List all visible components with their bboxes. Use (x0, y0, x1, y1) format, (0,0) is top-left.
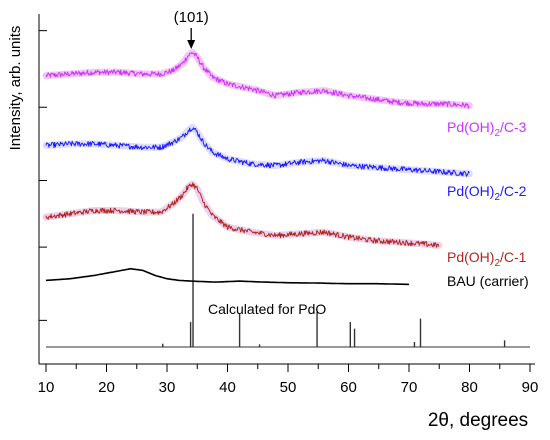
series-halo-2 (42, 124, 473, 178)
reference-label: Calculated for PdO (208, 301, 326, 317)
series-label-1: Pd(OH)2/C-3 (447, 119, 527, 139)
x-tick-label-70: 70 (401, 379, 418, 396)
data-curves (45, 52, 470, 286)
axis-ticks: 10 20 30 40 50 60 70 80 90 (38, 30, 539, 396)
curve-halos (42, 49, 473, 249)
x-tick-label-40: 40 (219, 379, 236, 396)
series-line-2 (45, 127, 470, 177)
x-tick-label-30: 30 (159, 379, 176, 396)
x-tick-label-60: 60 (340, 379, 357, 396)
y-axis-label: Intensity, arb. units (7, 26, 24, 151)
series-label-3: Pd(OH)2/C-1 (447, 249, 527, 269)
x-tick-label-50: 50 (280, 379, 297, 396)
annotation-arrow-head (187, 40, 196, 49)
series-line-4 (45, 267, 410, 286)
x-tick-label-20: 20 (98, 379, 115, 396)
series-line-1 (45, 52, 470, 109)
series-labels: Pd(OH)2/C-3 Pd(OH)2/C-2 Pd(OH)2/C-1 BAU (ca… (208, 119, 529, 317)
x-tick-label-90: 90 (522, 379, 539, 396)
x-tick-label-80: 80 (461, 379, 478, 396)
series-label-4: BAU (carrier) (447, 273, 529, 289)
series-line-3 (45, 182, 440, 248)
x-axis-label: 2θ, degrees (428, 410, 528, 431)
series-halo-3 (42, 180, 443, 249)
annotation-101: (101) (174, 9, 209, 26)
x-tick-label-10: 10 (38, 379, 55, 396)
series-label-2: Pd(OH)2/C-2 (447, 183, 527, 203)
series-halo-1 (42, 49, 473, 110)
